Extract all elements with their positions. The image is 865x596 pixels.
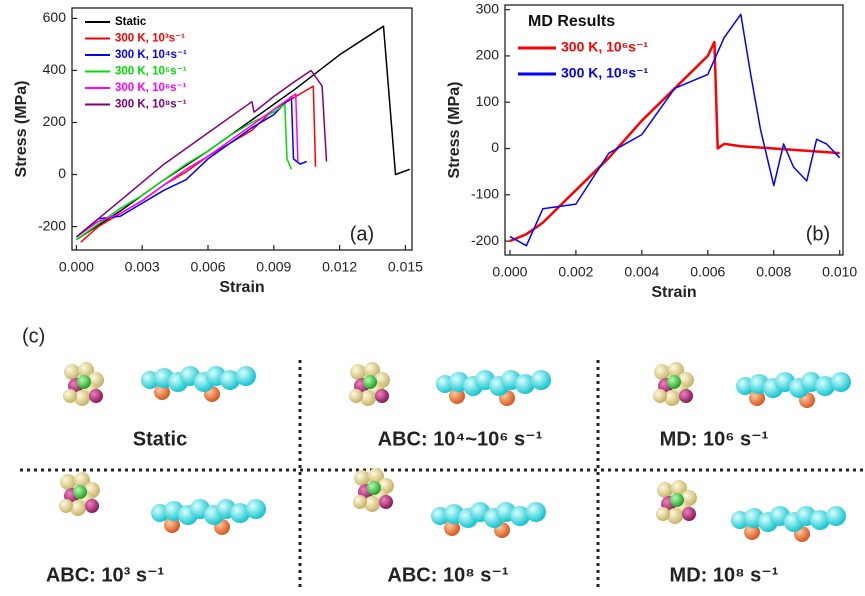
panel-label: (a) <box>350 223 374 245</box>
x-axis-title: Strain <box>651 284 696 301</box>
legend-title: MD Results <box>528 13 615 30</box>
y-tick-label: 200 <box>43 113 67 129</box>
series-line <box>75 69 328 238</box>
y-tick-label: 600 <box>43 9 67 25</box>
plot-frame <box>504 4 844 256</box>
series-line <box>509 40 840 243</box>
y-tick-label: -200 <box>38 217 66 233</box>
atom-chain <box>431 502 546 538</box>
legend-label: 300 K, 10⁵s⁻¹ <box>115 66 187 78</box>
plot-frame <box>71 7 413 251</box>
x-tick-label: 0.008 <box>756 264 791 280</box>
y-axis-title: Stress (MPa) <box>13 81 30 178</box>
y-tick-label: -100 <box>471 186 499 202</box>
series-line <box>75 103 293 241</box>
atom-chain <box>731 506 846 542</box>
legend-label: 300 K, 10⁶s⁻¹ <box>115 82 187 94</box>
x-tick-label: 0.000 <box>492 264 527 280</box>
series-line <box>75 95 307 238</box>
panel-label: (c) <box>22 325 45 347</box>
legend-label: 300 K, 10⁸s⁻¹ <box>561 65 649 81</box>
legend-label: 300 K, 10⁴s⁻¹ <box>115 49 187 61</box>
y-tick-label: 200 <box>476 47 500 63</box>
y-tick-label: -200 <box>471 232 499 248</box>
y-tick-label: 0 <box>491 139 499 155</box>
legend-label: 300 K, 10⁸s⁻¹ <box>115 99 187 111</box>
x-tick-label: 0.004 <box>624 264 659 280</box>
x-tick-label: 0.006 <box>690 264 725 280</box>
series-line <box>75 93 299 238</box>
chart: 0.000 0.002 0.004 0.006 0.008 0.010 -200 -100 0 1… <box>446 0 857 301</box>
panel-label: (b) <box>806 223 830 245</box>
x-tick-label: 0.002 <box>558 264 593 280</box>
legend-label: Static <box>115 16 147 28</box>
structure-caption: ABC: 10³ s⁻¹ <box>46 564 165 586</box>
structure-caption: Static <box>133 428 187 450</box>
y-tick-label: 400 <box>43 61 67 77</box>
atom-cluster <box>653 362 694 406</box>
atom-cluster <box>656 480 697 524</box>
x-tick-label: 0.012 <box>322 259 357 275</box>
atom-cluster <box>59 472 100 516</box>
structure-caption: ABC: 10⁴~10⁶ s⁻¹ <box>378 428 543 450</box>
series-line <box>509 13 841 247</box>
y-tick-label: 300 <box>476 0 500 16</box>
atom-chain <box>436 370 551 406</box>
x-tick-label: 0.009 <box>256 259 291 275</box>
x-tick-label: 0.003 <box>125 259 160 275</box>
y-tick-label: 0 <box>58 165 66 181</box>
legend-label: 300 K, 10³s⁻¹ <box>115 33 185 45</box>
x-tick-label: 0.015 <box>388 259 423 275</box>
atom-chain <box>151 499 266 535</box>
structures-panel: (c) Static ABC: 10⁴~10⁶ s⁻¹ MD: 10⁶ s⁻¹ … <box>20 325 865 591</box>
structure-caption: MD: 10⁶ s⁻¹ <box>660 428 769 450</box>
legend-label: 300 K, 10⁶s⁻¹ <box>561 39 648 55</box>
atom-cluster <box>353 468 394 512</box>
atom-cluster <box>63 362 104 406</box>
x-tick-label: 0.010 <box>822 264 857 280</box>
chart: 0.000 0.003 0.006 0.009 0.012 0.015 -200 0 200 40… <box>13 7 423 296</box>
structure-caption: ABC: 10⁸ s⁻¹ <box>387 564 508 586</box>
y-tick-label: 100 <box>476 93 500 109</box>
structure-caption: MD: 10⁸ s⁻¹ <box>670 564 779 586</box>
atom-chain <box>736 372 851 408</box>
x-tick-label: 0.006 <box>190 259 225 275</box>
x-axis-title: Strain <box>219 279 264 296</box>
x-tick-label: 0.000 <box>59 259 94 275</box>
atom-cluster <box>349 362 390 406</box>
atom-chain <box>141 366 256 402</box>
y-axis-title: Stress (MPa) <box>446 82 463 179</box>
